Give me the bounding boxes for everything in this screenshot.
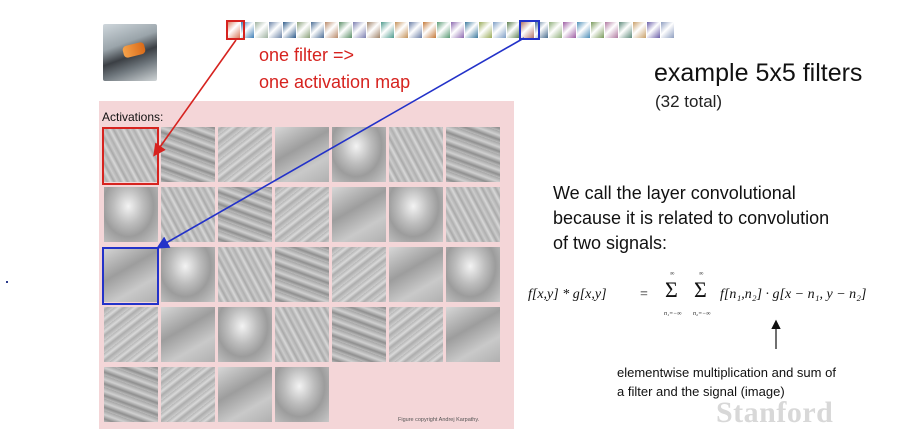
filter-3 [255, 22, 268, 38]
activation-map-13 [389, 187, 443, 242]
activation-map-3 [218, 127, 272, 182]
filter-16 [437, 22, 450, 38]
activation-map-20 [389, 247, 443, 302]
activation-highlight-blue [102, 247, 159, 305]
filter-32 [661, 22, 674, 38]
explanation-line-3: of two signals: [553, 233, 668, 253]
filter-1 [227, 22, 240, 38]
filter-highlight-red [226, 20, 245, 40]
filter-highlight-blue [519, 20, 540, 40]
activation-map-8 [104, 187, 158, 242]
filter-22 [521, 22, 534, 38]
filter-14 [409, 22, 422, 38]
explanation-line-1: We call the layer convolutional [553, 183, 796, 203]
filter-4 [269, 22, 282, 38]
filter-20 [493, 22, 506, 38]
sum-symbol-1: Σ [665, 277, 678, 302]
activation-map-9 [161, 187, 215, 242]
convolution-formula: f[x,y] * g[x,y] = Σ ∞ n₁=−∞ Σ ∞ n₂=−∞ f[… [528, 271, 908, 325]
note-line-2: a filter and the signal (image) [617, 384, 785, 399]
activation-map-21 [446, 247, 500, 302]
activation-map-24 [218, 307, 272, 362]
activation-map-22 [104, 307, 158, 362]
bullet-dot [6, 281, 8, 283]
activation-map-23 [161, 307, 215, 362]
formula-lhs: f[x,y] * g[x,y] [528, 287, 607, 302]
one-activation-map-label: one activation map [259, 72, 411, 92]
formula-equals: = [640, 287, 648, 302]
filter-6 [297, 22, 310, 38]
filter-21 [507, 22, 520, 38]
filter-strip [227, 22, 674, 38]
activation-highlight-red [102, 127, 159, 185]
activation-map-5 [332, 127, 386, 182]
activation-map-19 [332, 247, 386, 302]
activation-map-27 [389, 307, 443, 362]
page-margin [0, 0, 67, 433]
activation-map-16 [161, 247, 215, 302]
filter-19 [479, 22, 492, 38]
filter-5 [283, 22, 296, 38]
filter-13 [395, 22, 408, 38]
filter-11 [367, 22, 380, 38]
filter-29 [619, 22, 632, 38]
filter-27 [591, 22, 604, 38]
figure-credit: Figure copyright Andrej Karpathy. [398, 417, 480, 423]
sum-lower-2: n₂=−∞ [693, 311, 711, 317]
note-line-1: elementwise multiplication and sum of [617, 365, 836, 380]
filter-30 [633, 22, 646, 38]
activation-map-31 [218, 367, 272, 422]
one-filter-label: one filter => [259, 45, 355, 65]
filter-17 [451, 22, 464, 38]
filter-31 [647, 22, 660, 38]
filters-count: (32 total) [655, 92, 723, 111]
activation-map-32 [275, 367, 329, 422]
explanation-line-2: because it is related to convolution [553, 208, 830, 228]
filter-18 [465, 22, 478, 38]
filters-title: example 5x5 filters [654, 59, 863, 87]
taillight-highlight [121, 41, 147, 59]
input-image [103, 24, 157, 81]
filter-26 [577, 22, 590, 38]
activation-map-28 [446, 307, 500, 362]
filter-25 [563, 22, 576, 38]
filter-10 [353, 22, 366, 38]
filter-24 [549, 22, 562, 38]
activation-map-4 [275, 127, 329, 182]
filter-28 [605, 22, 618, 38]
filter-7 [311, 22, 324, 38]
activation-map-12 [332, 187, 386, 242]
sum-lower-1: n₁=−∞ [664, 311, 682, 317]
filter-15 [423, 22, 436, 38]
activation-map-17 [218, 247, 272, 302]
filter-8 [325, 22, 338, 38]
activation-map-15 [104, 247, 158, 302]
formula-rhs: f[n₁,n₂] · g[x − n₁, y − n₂] [720, 287, 867, 302]
activation-map-1 [104, 127, 158, 182]
activation-map-11 [275, 187, 329, 242]
sum-upper-1: ∞ [670, 271, 675, 277]
activation-map-10 [218, 187, 272, 242]
activation-map-30 [161, 367, 215, 422]
activation-map-7 [446, 127, 500, 182]
activation-map-6 [389, 127, 443, 182]
activation-map-26 [332, 307, 386, 362]
activation-map-2 [161, 127, 215, 182]
filter-9 [339, 22, 352, 38]
sum-upper-2: ∞ [699, 271, 704, 277]
activation-map-18 [275, 247, 329, 302]
activation-map-25 [275, 307, 329, 362]
activations-label: Activations: [102, 110, 164, 124]
activation-map-29 [104, 367, 158, 422]
sum-symbol-2: Σ [694, 277, 707, 302]
stanford-watermark: Stanford [716, 396, 834, 429]
activation-map-14 [446, 187, 500, 242]
filter-12 [381, 22, 394, 38]
